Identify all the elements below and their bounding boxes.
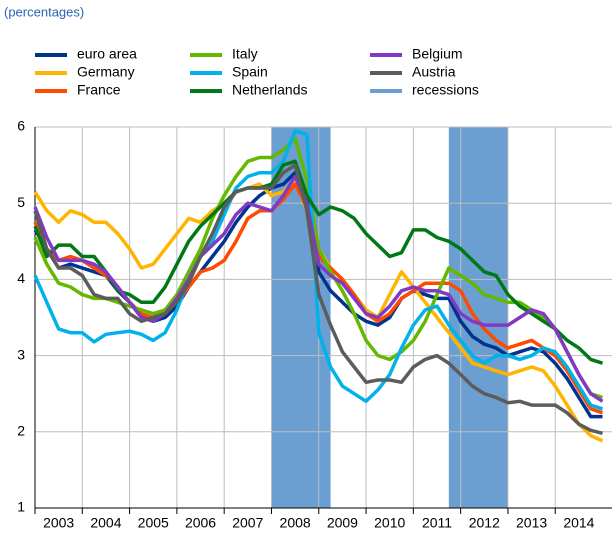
chart-subtitle: (percentages) xyxy=(4,4,84,19)
series-line xyxy=(33,136,604,400)
legend-label: recessions xyxy=(412,82,479,98)
x-tick-label: 2006 xyxy=(185,515,216,531)
series-line xyxy=(33,129,604,411)
y-tick-label: 4 xyxy=(17,270,25,286)
legend-label: Austria xyxy=(412,64,456,80)
x-tick-label: 2005 xyxy=(138,515,169,531)
x-tick-label: 2007 xyxy=(232,515,263,531)
legend-label: Spain xyxy=(232,64,268,80)
x-tick-label: 2012 xyxy=(469,515,500,531)
x-tick-label: 2003 xyxy=(43,515,74,531)
legend-label: France xyxy=(77,82,121,98)
y-tick-label: 3 xyxy=(17,346,25,362)
legend-label: Belgium xyxy=(412,46,463,62)
y-tick-label: 6 xyxy=(17,118,25,134)
series-line xyxy=(33,159,604,365)
x-tick-label: 2004 xyxy=(90,515,121,531)
series-line xyxy=(33,174,604,403)
x-tick-label: 2008 xyxy=(280,515,311,531)
x-tick-label: 2011 xyxy=(422,515,452,531)
y-tick-label: 1 xyxy=(17,499,25,515)
x-tick-label: 2009 xyxy=(327,515,358,531)
x-tick-label: 2010 xyxy=(374,515,405,531)
series-line xyxy=(33,163,603,435)
x-tick-label: 2013 xyxy=(516,515,547,531)
y-tick-label: 2 xyxy=(17,423,25,439)
legend-label: Germany xyxy=(77,64,135,80)
legend-label: Italy xyxy=(232,46,258,62)
x-tick-label: 2014 xyxy=(563,515,594,531)
legend-label: Netherlands xyxy=(232,82,308,98)
legend-label: euro area xyxy=(77,46,137,62)
y-tick-label: 5 xyxy=(17,194,25,210)
